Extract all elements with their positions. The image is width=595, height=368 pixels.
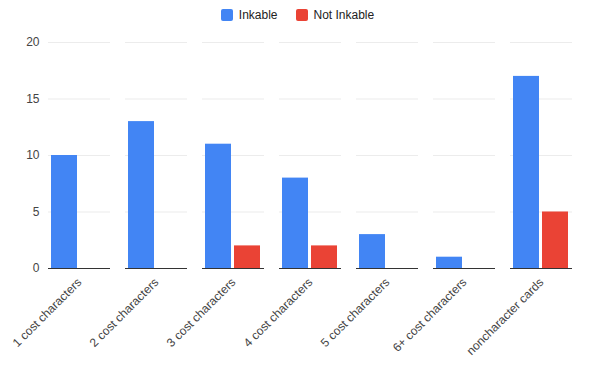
svg-text:15: 15 <box>26 92 40 106</box>
svg-text:5 cost characters: 5 cost characters <box>318 275 393 350</box>
html-text:Not Inkable: Not Inkable <box>313 8 375 22</box>
svg-text:5: 5 <box>33 205 40 219</box>
svg-text:10: 10 <box>26 148 40 162</box>
svg-text:1 cost characters: 1 cost characters <box>10 275 85 350</box>
svg-text:4 cost characters: 4 cost characters <box>241 275 316 350</box>
html-text:Inkable: Inkable <box>238 8 278 22</box>
svg-text:0: 0 <box>33 261 40 275</box>
svg-text:20: 20 <box>26 35 40 49</box>
svg-text:noncharacter cards: noncharacter cards <box>464 275 547 358</box>
svg-text:2 cost characters: 2 cost characters <box>87 275 162 350</box>
svg-text:3 cost characters: 3 cost characters <box>164 275 239 350</box>
svg-text:6+ cost characters: 6+ cost characters <box>390 275 469 354</box>
